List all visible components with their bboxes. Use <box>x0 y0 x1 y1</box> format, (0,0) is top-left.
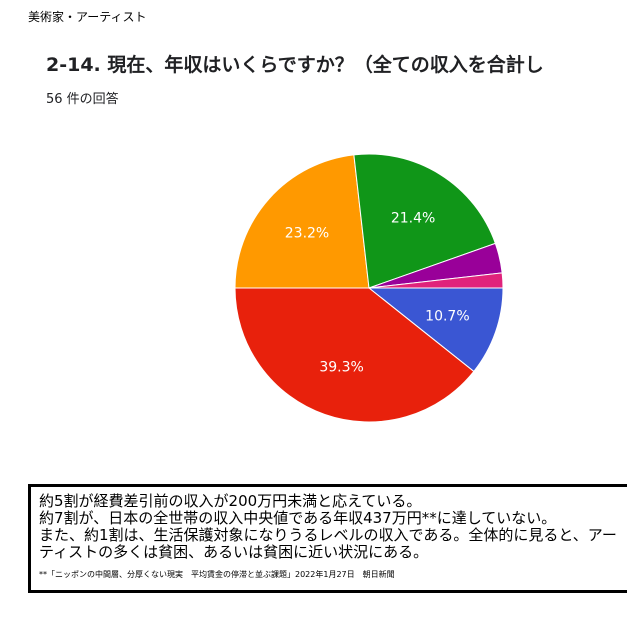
note-box: 約5割が経費差引前の収入が200万円未満と応えている。 約7割が、日本の全世帯の… <box>28 484 627 593</box>
category-label: 美術家・アーティスト <box>28 10 147 24</box>
slice-label: 39.3% <box>319 359 363 375</box>
slice-label: 21.4% <box>391 211 435 227</box>
question-title: 2-14. 現在、年収はいくらですか？（全ての収入を合計し <box>46 54 544 76</box>
slice-label: 10.7% <box>425 308 469 324</box>
pie-slice <box>368 272 504 289</box>
note-source: **「ニッポンの中間層、分厚くない現実 平均賃金の停滞と並ぶ課題」2022年1月… <box>39 570 395 579</box>
note-line: ティストの多くは貧困、あるいは貧困に近い状況にある。 <box>39 543 429 561</box>
note-line: 約5割が経費差引前の収入が200万円未満と応えている。 <box>39 492 422 510</box>
slice-label: 23.2% <box>285 226 329 242</box>
pie-slice <box>353 153 496 289</box>
pie-slice <box>234 287 475 423</box>
note-line: 約7割が、日本の全世帯の収入中央値である年収437万円**に達していない。 <box>39 509 557 527</box>
note-line: また、約1割は、生活保護対象になりうるレベルの収入である。全体的に見ると、アー <box>39 526 617 544</box>
pie-slice <box>367 287 504 373</box>
pie-slice <box>234 154 370 289</box>
response-count: 56 件の回答 <box>46 92 119 107</box>
